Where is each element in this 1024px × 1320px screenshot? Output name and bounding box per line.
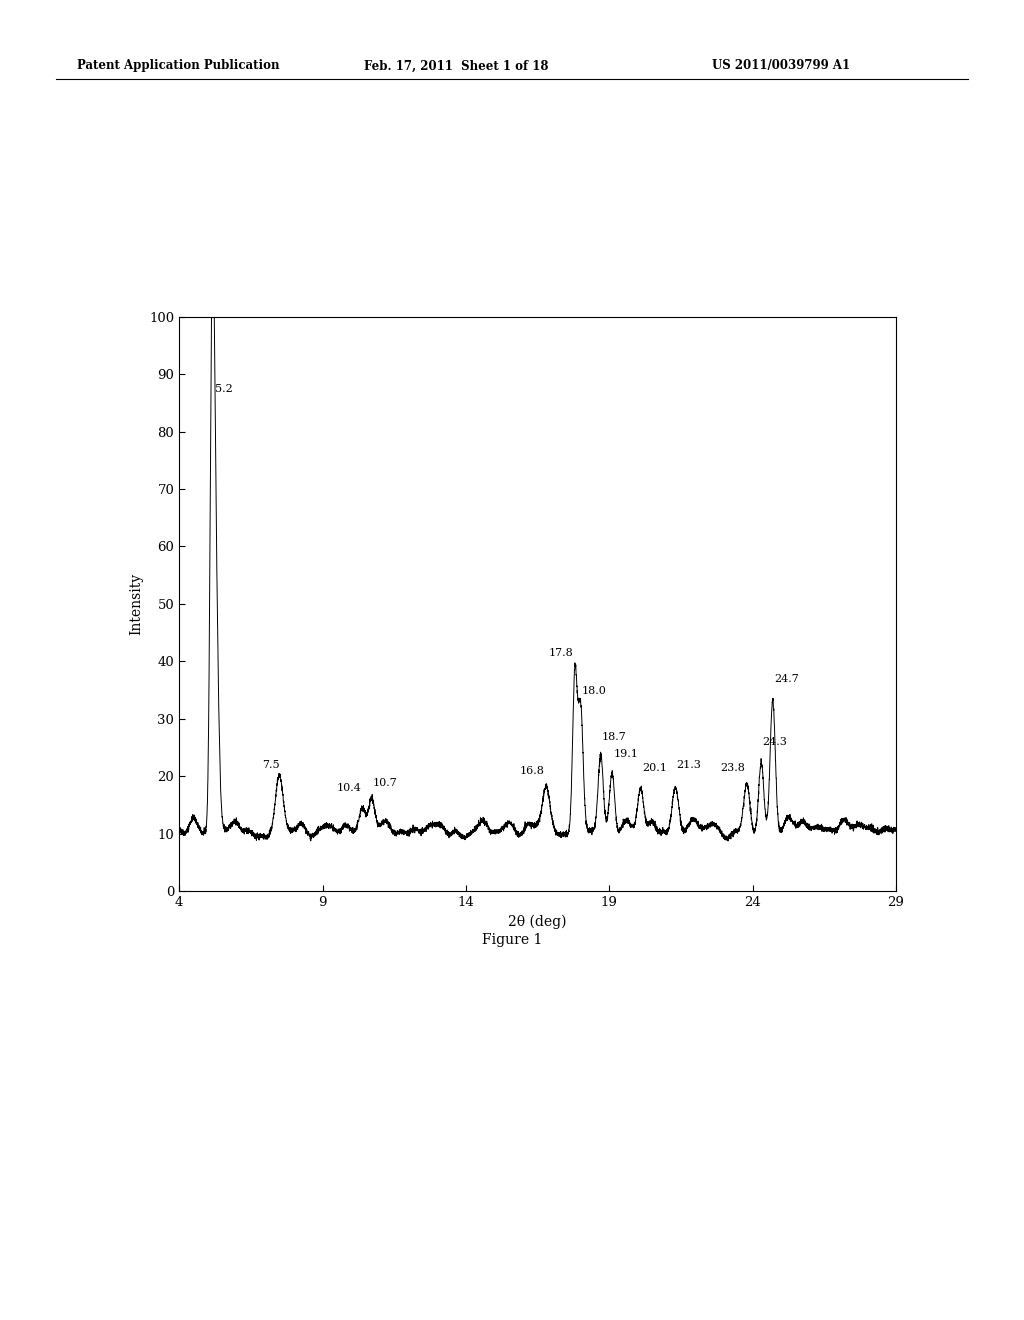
Text: 16.8: 16.8 (520, 766, 545, 776)
Text: 10.4: 10.4 (337, 783, 361, 793)
Text: 10.7: 10.7 (373, 777, 397, 788)
Text: 5.2: 5.2 (215, 384, 232, 395)
X-axis label: 2θ (deg): 2θ (deg) (508, 915, 567, 929)
Y-axis label: Intensity: Intensity (130, 573, 143, 635)
Text: 19.1: 19.1 (613, 748, 638, 759)
Text: 18.0: 18.0 (582, 686, 607, 696)
Text: 18.7: 18.7 (602, 731, 627, 742)
Text: 7.5: 7.5 (262, 760, 280, 771)
Text: 21.3: 21.3 (677, 760, 701, 771)
Text: 24.7: 24.7 (774, 675, 799, 684)
Text: 20.1: 20.1 (642, 763, 667, 774)
Text: Figure 1: Figure 1 (482, 933, 542, 946)
Text: 23.8: 23.8 (721, 763, 745, 774)
Text: 24.3: 24.3 (763, 738, 787, 747)
Text: US 2011/0039799 A1: US 2011/0039799 A1 (712, 59, 850, 73)
Text: 17.8: 17.8 (549, 648, 573, 659)
Text: Patent Application Publication: Patent Application Publication (77, 59, 280, 73)
Text: Feb. 17, 2011  Sheet 1 of 18: Feb. 17, 2011 Sheet 1 of 18 (364, 59, 548, 73)
